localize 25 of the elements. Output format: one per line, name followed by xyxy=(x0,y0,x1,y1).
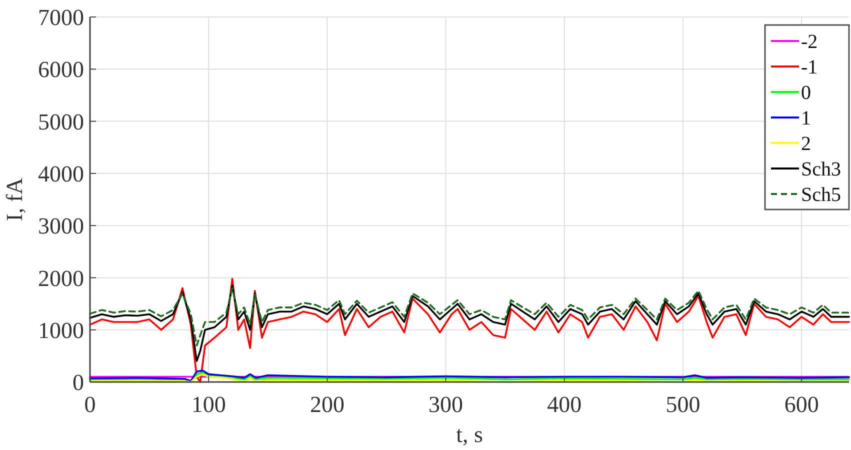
x-tick-label: 200 xyxy=(310,392,344,417)
y-tick-label: 1000 xyxy=(38,318,84,343)
y-tick-label: 2000 xyxy=(38,266,84,291)
y-tick-label: 4000 xyxy=(38,161,84,186)
legend-label: 2 xyxy=(801,133,811,155)
y-tick-label: 0 xyxy=(72,370,84,396)
x-tick-label: 600 xyxy=(784,392,819,417)
x-axis-title: t, s xyxy=(456,422,483,447)
y-tick-label: 6000 xyxy=(38,57,84,82)
legend-label: Sch5 xyxy=(801,184,841,206)
y-axis-title: I, fA xyxy=(2,177,27,222)
line-series xyxy=(89,284,850,362)
legend-label: -1 xyxy=(801,56,818,78)
legend-label: 1 xyxy=(801,108,811,130)
legend-label: 0 xyxy=(801,82,811,104)
legend-label: Sch3 xyxy=(801,158,841,180)
x-tick-label: 400 xyxy=(547,392,582,417)
y-tick-label: 3000 xyxy=(38,214,84,239)
x-tick-label: 100 xyxy=(191,392,226,417)
y-tick-label: 5000 xyxy=(38,109,84,134)
y-tick-label: 7000 xyxy=(38,5,84,30)
line-series xyxy=(89,287,850,346)
legend-label: -2 xyxy=(801,31,818,53)
x-tick-label: 300 xyxy=(428,392,464,417)
x-tick-label: 500 xyxy=(666,392,700,417)
